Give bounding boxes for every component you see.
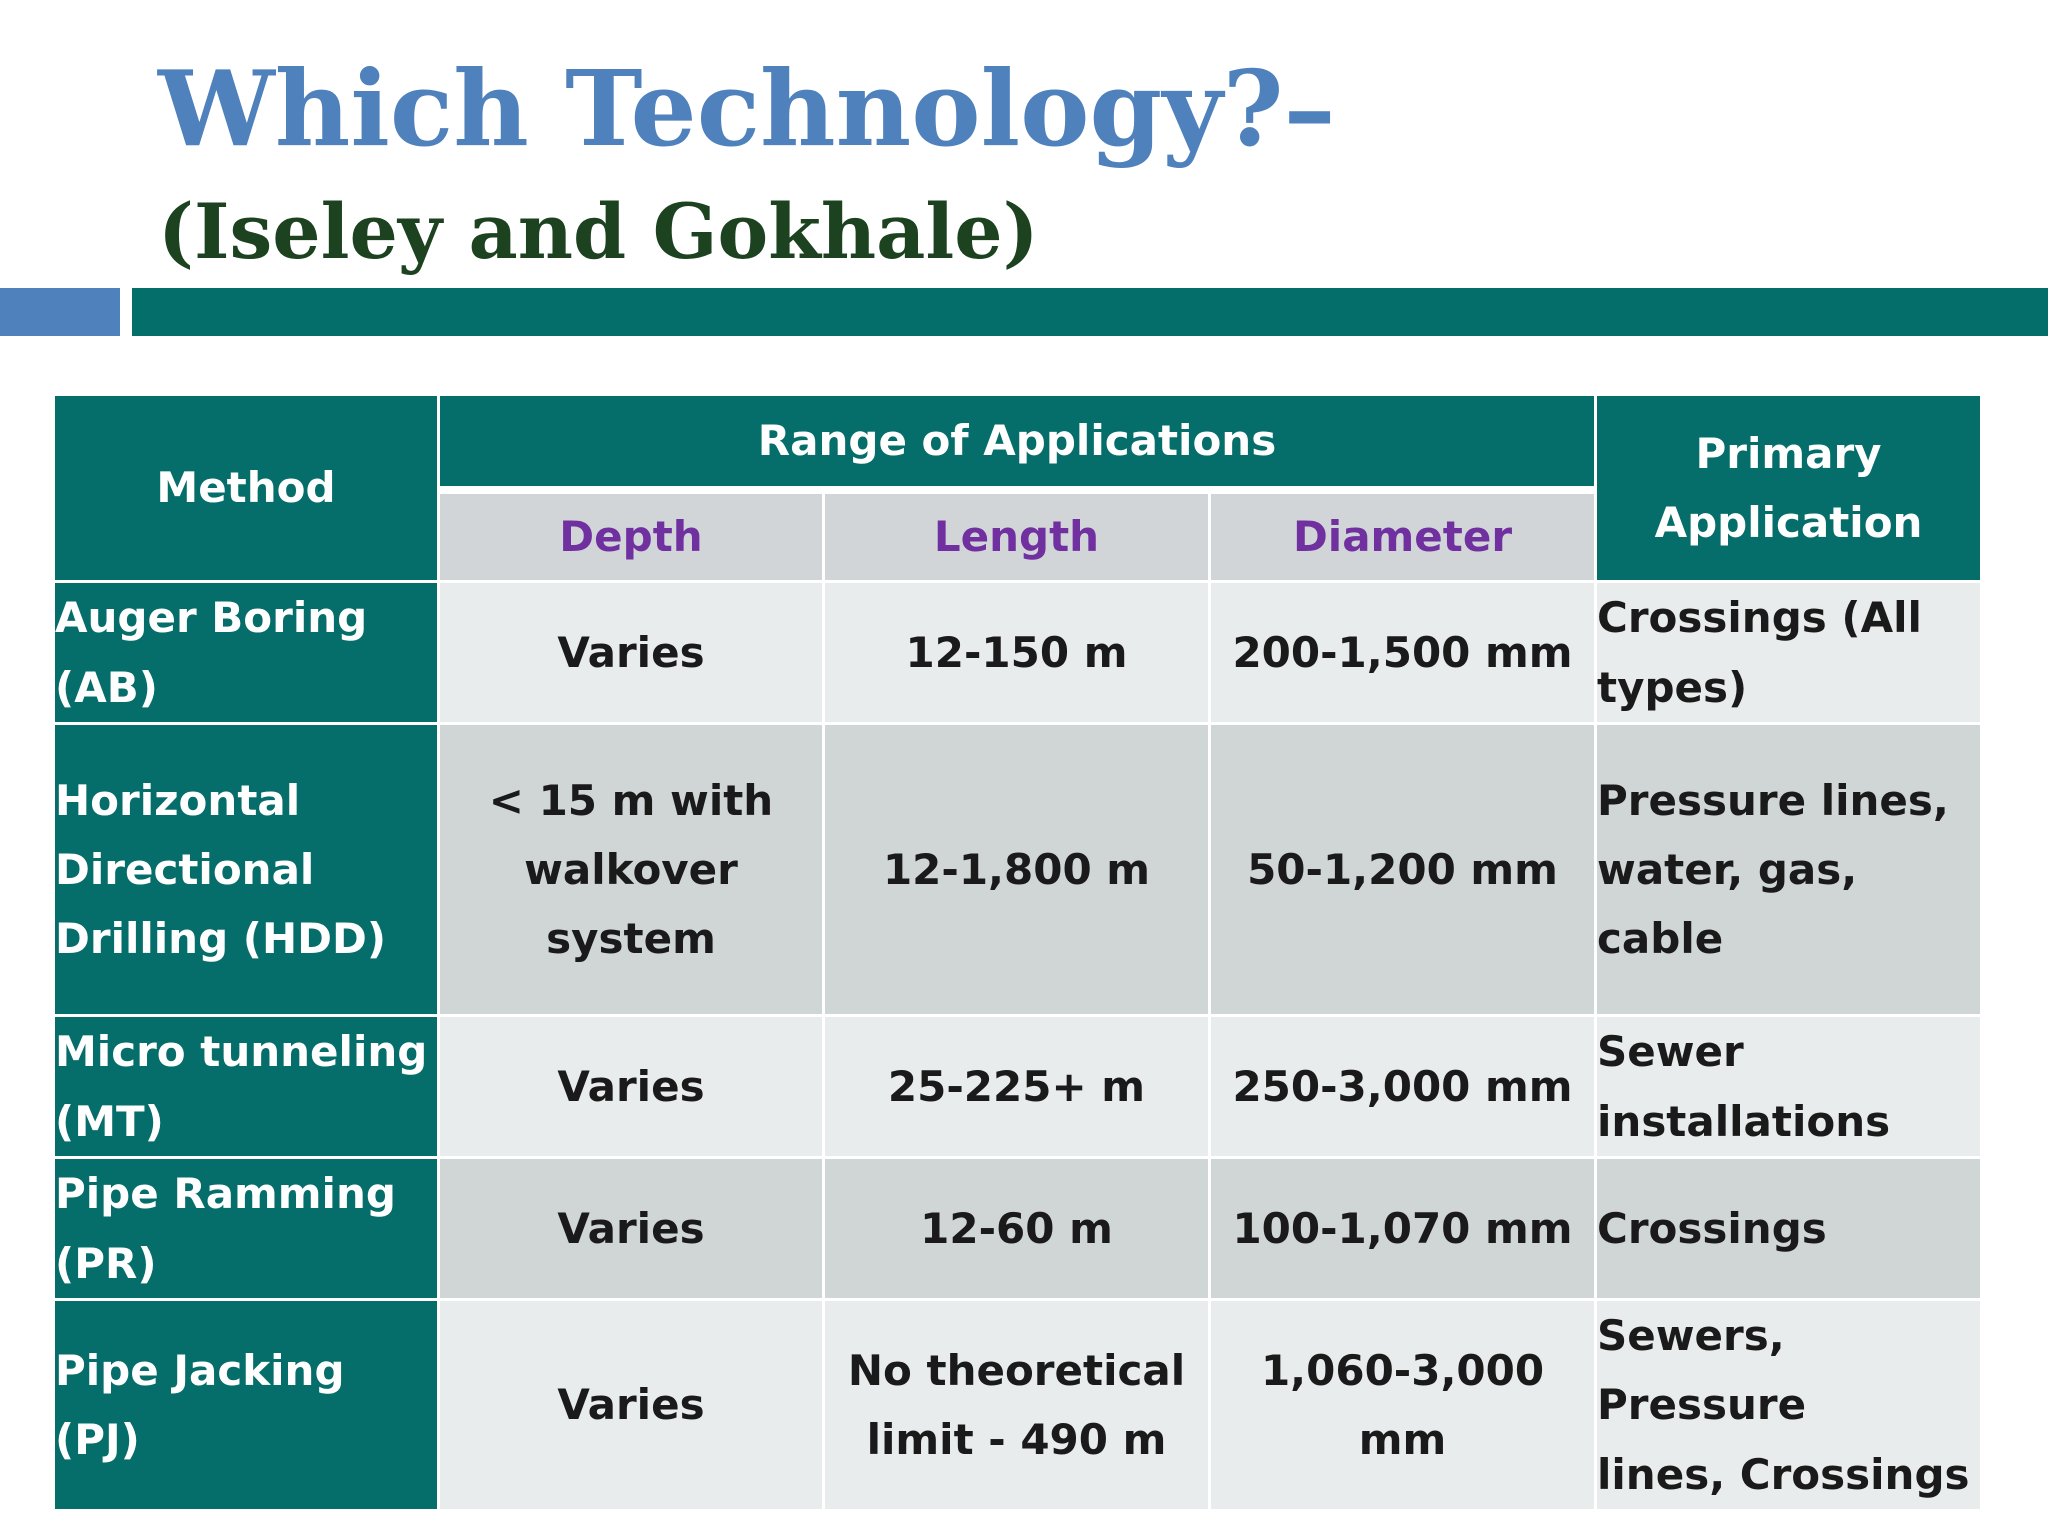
cell-diameter: 200-1,500 mm (1207, 580, 1598, 725)
header-method: Method (52, 393, 440, 583)
cell-diameter: 100-1,070 mm (1207, 1156, 1598, 1301)
accent-bar-teal (132, 288, 2048, 336)
cell-text-line: 12-150 m (905, 627, 1128, 677)
cell-primary-application: Crossings (All types) (1594, 580, 1984, 725)
cell-text-line: Varies (557, 1203, 705, 1253)
header-primary-line: Application (1654, 498, 1923, 547)
cell-diameter: 1,060-3,000 mm (1207, 1298, 1598, 1512)
cell-method: Pipe Jacking (PJ) (52, 1298, 440, 1512)
accent-bar-blue (0, 288, 120, 336)
cell-text-line: types) (1597, 662, 1748, 712)
cell-text-line: 100-1,070 mm (1232, 1203, 1573, 1253)
slide-subtitle: (Iseley and Gokhale) (158, 187, 1039, 276)
cell-text-line: walkover system (524, 844, 738, 964)
cell-text-line: Varies (557, 1061, 705, 1111)
header-diameter: Diameter (1207, 485, 1598, 583)
cell-text-line: (AB) (55, 662, 158, 712)
table-row: Pipe Jacking (PJ) Varies No theoretical lim… (52, 1298, 1984, 1512)
cell-text-line: Directional (55, 844, 315, 894)
cell-text-line: Varies (557, 1380, 705, 1430)
cell-text-line: Crossings (All (1597, 593, 1922, 643)
slide-title: Which Technology?– (158, 47, 1336, 170)
cell-primary-application: Crossings (1594, 1156, 1984, 1301)
header-length: Length (822, 485, 1211, 583)
table-row: Pipe Ramming (PR) Varies 12-60 m 100-1,070 m… (52, 1156, 1984, 1301)
cell-primary-application: Sewers, Pressure lines, Crossings (1594, 1298, 1984, 1512)
cell-length: 12-60 m (822, 1156, 1211, 1301)
cell-text-line: Drilling (HDD) (55, 914, 387, 964)
cell-text-line: (MT) (55, 1096, 164, 1146)
cell-text-line: Varies (557, 627, 705, 677)
header-range-of-applications: Range of Applications (436, 393, 1598, 491)
header-depth: Depth (437, 485, 825, 583)
cell-text-line: Pipe Ramming (55, 1169, 396, 1219)
cell-text-line: installations (1597, 1096, 1891, 1146)
table-row: Horizontal Directional Drilling (HDD) < 15 … (52, 722, 1984, 1017)
cell-text-line: Micro tunneling (55, 1027, 428, 1077)
table-row: Auger Boring (AB) Varies 12-150 m 200-1,500 … (52, 580, 1984, 725)
cell-text-line: Sewer (1597, 1027, 1744, 1077)
cell-text-line: Auger Boring (55, 593, 368, 643)
header-primary-line: Primary (1695, 428, 1882, 478)
cell-text-line: Pressure lines, (1597, 775, 1949, 825)
technology-comparison-table: Method Range of Applications Primary App… (52, 393, 1984, 1512)
cell-text-line: Sewers, Pressure (1597, 1311, 1807, 1430)
cell-method: Horizontal Directional Drilling (HDD) (52, 722, 440, 1017)
cell-text-line: 1,060-3,000 mm (1260, 1345, 1545, 1464)
cell-diameter: 50-1,200 mm (1207, 722, 1598, 1017)
cell-text-line: (PR) (55, 1238, 157, 1288)
cell-diameter: 250-3,000 mm (1207, 1014, 1598, 1159)
cell-depth: < 15 m with walkover system (437, 722, 825, 1017)
cell-depth: Varies (437, 1156, 825, 1301)
cell-text-line: 200-1,500 mm (1232, 627, 1573, 677)
cell-text-line: Crossings (1597, 1203, 1827, 1253)
cell-length: 12-150 m (822, 580, 1211, 725)
cell-depth: Varies (437, 580, 825, 725)
cell-text-line: < 15 m with (488, 775, 774, 825)
cell-text-line: 12-1,800 m (882, 844, 1151, 894)
cell-text-line: 12-60 m (920, 1203, 1113, 1253)
cell-method: Micro tunneling (MT) (52, 1014, 440, 1159)
cell-text-line: lines, Crossings (1597, 1449, 1970, 1499)
cell-text-line: No theoretical (847, 1345, 1186, 1395)
cell-text-line: 250-3,000 mm (1232, 1061, 1573, 1111)
cell-depth: Varies (437, 1014, 825, 1159)
cell-text-line: limit - 490 m (866, 1414, 1167, 1464)
cell-primary-application: Pressure lines, water, gas, cable (1594, 722, 1984, 1017)
cell-length: No theoretical limit - 490 m (822, 1298, 1211, 1512)
cell-depth: Varies (437, 1298, 825, 1512)
cell-length: 25-225+ m (822, 1014, 1211, 1159)
table-row: Micro tunneling (MT) Varies 25-225+ m 250-3,… (52, 1014, 1984, 1159)
cell-text-line: 50-1,200 mm (1247, 844, 1558, 894)
header-primary-application: Primary Application (1594, 393, 1984, 583)
cell-text-line: Pipe Jacking (PJ) (55, 1345, 345, 1464)
cell-method: Auger Boring (AB) (52, 580, 440, 725)
cell-text-line: 25-225+ m (887, 1061, 1146, 1111)
cell-text-line: Horizontal (55, 775, 301, 825)
cell-primary-application: Sewer installations (1594, 1014, 1984, 1159)
cell-text-line: water, gas, cable (1597, 844, 1858, 964)
cell-length: 12-1,800 m (822, 722, 1211, 1017)
cell-method: Pipe Ramming (PR) (52, 1156, 440, 1301)
